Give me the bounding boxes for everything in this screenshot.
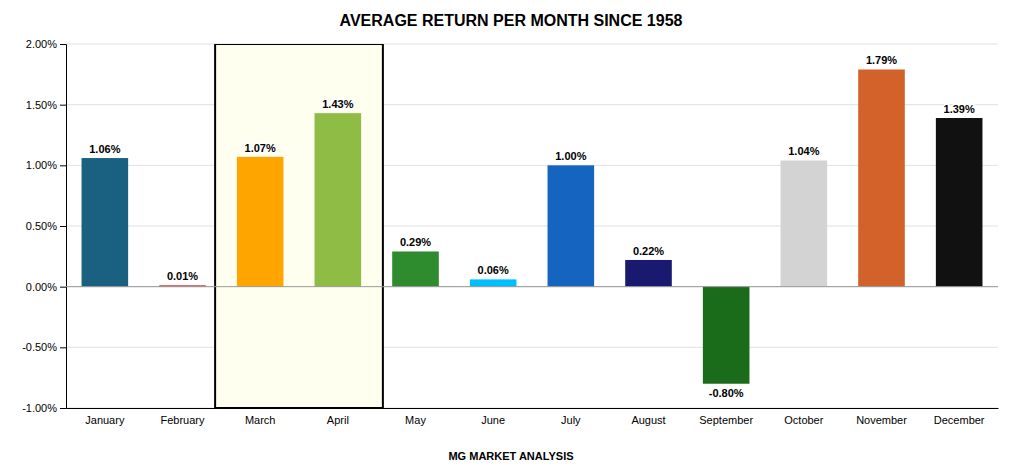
grid-line (66, 408, 998, 409)
data-label: 1.06% (89, 143, 120, 155)
data-label: 0.22% (633, 245, 664, 257)
x-tick-label: March (245, 414, 276, 426)
bar (392, 251, 439, 286)
bar (858, 69, 905, 286)
y-tick: 1.50% (26, 99, 66, 111)
bar (470, 279, 517, 286)
marks (82, 44, 983, 408)
x-tick-label: July (561, 414, 581, 426)
title: AVERAGE RETURN PER MONTH SINCE 1958 (340, 12, 683, 29)
x-tick-label: February (160, 414, 205, 426)
y-tick: 2.00% (26, 38, 66, 50)
y-tick-label: 1.50% (26, 99, 57, 111)
data-label: 1.43% (322, 98, 353, 110)
x-tick: July (561, 414, 581, 426)
data-labels: 1.06% 0.01% 1.07% 1.43% 0.29% 0.06% 1.00% 0.22%… (89, 54, 975, 398)
data-label: 0.06% (478, 264, 509, 276)
bar (315, 113, 362, 287)
grid (66, 44, 998, 408)
x-tick-label: June (481, 414, 505, 426)
zero-line (66, 286, 998, 287)
bar (237, 157, 284, 287)
y-tick-label: 0.50% (26, 220, 57, 232)
y-tick: -1.00% (22, 402, 66, 414)
y-tick-label: 0.00% (26, 281, 57, 293)
x-tick: March (245, 414, 276, 426)
y-tick-mark (60, 347, 66, 348)
y-tick: 1.00% (26, 159, 66, 171)
data-label: 1.00% (555, 150, 586, 162)
plot: -1.00% -0.50% 0.00% 0.50% 1.00% 1.50% 2.00% Jan… (22, 38, 998, 426)
y-tick-mark (60, 226, 66, 227)
y-tick-label: -1.00% (22, 402, 57, 414)
y-tick-mark (60, 408, 66, 409)
y-tick-mark (60, 165, 66, 166)
grid-line (66, 286, 998, 287)
y-tick: 0.00% (26, 281, 66, 293)
x-tick: November (856, 414, 907, 426)
x-tick: June (481, 414, 505, 426)
y-tick-label: -0.50% (22, 341, 57, 353)
data-label: 1.04% (788, 145, 819, 157)
x-tick: April (327, 414, 349, 426)
y-tick-label: 1.00% (26, 159, 57, 171)
bar (703, 287, 750, 384)
x-axis: January February March April May June July Augu… (67, 409, 999, 426)
y-tick: 0.50% (26, 220, 66, 232)
grid-line (66, 347, 998, 348)
x-tick: August (631, 414, 665, 426)
chart: -1.00% -0.50% 0.00% 0.50% 1.00% 1.50% 2.00% Jan… (0, 0, 1022, 470)
y-tick-label: 2.00% (26, 38, 57, 50)
x-tick-label: April (327, 414, 349, 426)
x-tick: February (160, 414, 205, 426)
data-label: 0.29% (400, 236, 431, 248)
x-tick-label: October (784, 414, 823, 426)
y-tick-mark (60, 44, 66, 45)
x-tick: September (699, 414, 753, 426)
y-axis: -1.00% -0.50% 0.00% 0.50% 1.00% 1.50% 2.00% (22, 38, 66, 414)
x-axis-line (67, 408, 999, 409)
y-axis-line (60, 45, 67, 409)
x-tick: December (934, 414, 985, 426)
x-tick-label: January (85, 414, 125, 426)
y-tick-mark (60, 105, 66, 106)
highlight-box (215, 44, 383, 408)
grid-line (66, 44, 998, 45)
data-label: 1.07% (245, 142, 276, 154)
x-tick: January (85, 414, 125, 426)
x-tick-label: August (631, 414, 665, 426)
data-label: 0.01% (167, 270, 198, 282)
bar (781, 160, 828, 286)
x-tick-label: September (699, 414, 753, 426)
footer: MG MARKET ANALYSIS (448, 450, 573, 462)
bar (936, 118, 983, 287)
data-label: 1.39% (944, 103, 975, 115)
x-tick: October (784, 414, 823, 426)
y-tick: -0.50% (22, 341, 66, 353)
bar (625, 260, 672, 287)
y-tick-mark (60, 287, 66, 288)
x-tick: May (405, 414, 426, 426)
bar (82, 158, 129, 287)
data-label: -0.80% (709, 387, 744, 399)
x-tick-label: November (856, 414, 907, 426)
bar (548, 165, 595, 286)
data-label: 1.79% (866, 54, 897, 66)
x-tick-label: May (405, 414, 426, 426)
x-tick-label: December (934, 414, 985, 426)
